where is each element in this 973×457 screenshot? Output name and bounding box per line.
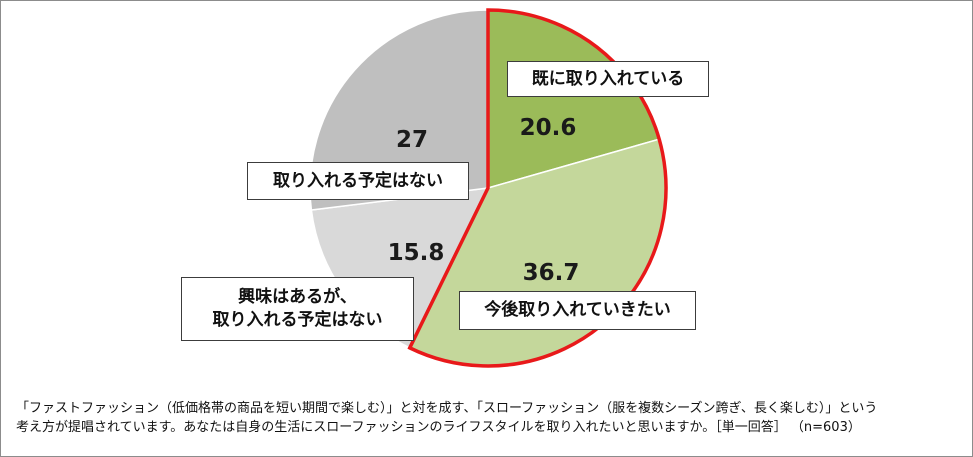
label-already: 既に取り入れている (507, 61, 709, 97)
label-future-text: 今後取り入れていきたい (484, 300, 671, 321)
label-interested-line1: 興味はあるが、 (238, 287, 357, 308)
question-line-2: 考え方が提唱されています。あなたは自身の生活にスローファッションのライフスタイル… (16, 420, 861, 435)
label-future: 今後取り入れていきたい (459, 291, 696, 330)
slice-value-no-plan: 27 (396, 127, 428, 153)
label-already-text: 既に取り入れている (531, 68, 685, 89)
slice-value-interested: 15.8 (388, 240, 445, 266)
highlight-outline (407, 8, 668, 368)
label-interested-line2: 取り入れる予定はない (212, 310, 383, 330)
label-no-plan-text: 取り入れる予定はない (273, 170, 443, 191)
label-no-plan: 取り入れる予定はない (247, 162, 469, 200)
question-footer: 「ファストファッション（低価格帯の商品を短い期間で楽しむ）」と対を成す、「スロー… (16, 399, 961, 437)
slice-value-future: 36.7 (523, 260, 580, 286)
slice-value-already: 20.6 (520, 115, 577, 141)
slice-values: 20.6 36.7 15.8 27 (388, 115, 580, 286)
highlight-sector-outline (407, 8, 668, 368)
label-interested: 興味はあるが、 取り入れる予定はない (181, 277, 414, 341)
question-line-1: 「ファストファッション（低価格帯の商品を短い期間で楽しむ）」と対を成す、「スロー… (16, 401, 878, 416)
